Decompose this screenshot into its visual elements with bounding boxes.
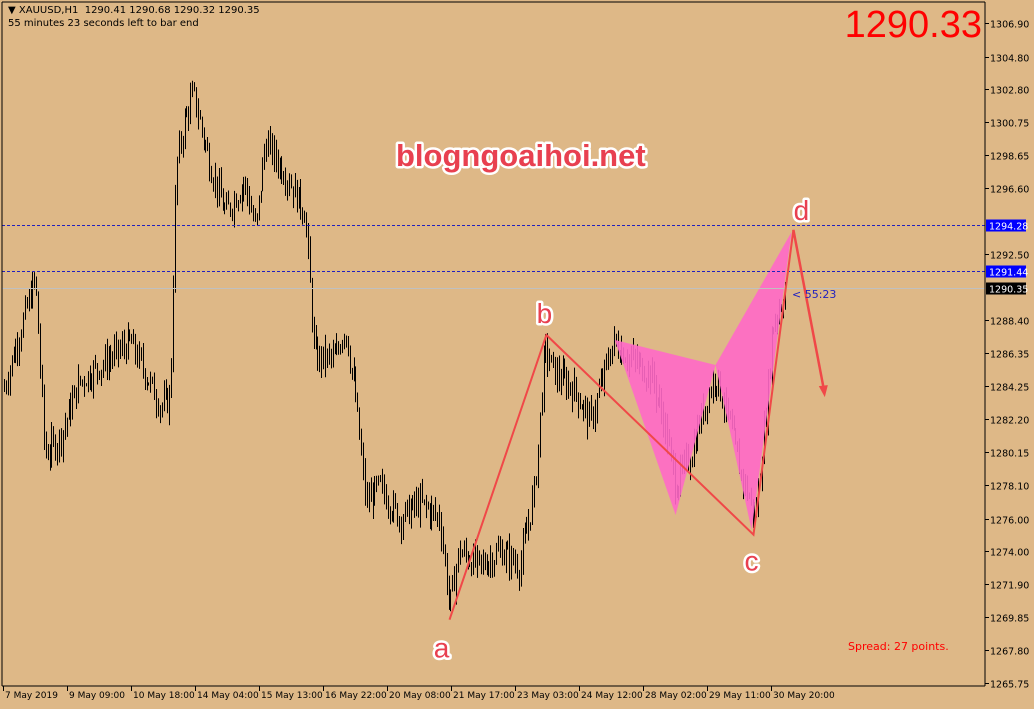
time-tick-label: 7 May 2019	[5, 691, 58, 701]
price-tick-label: 1286.35	[990, 350, 1029, 361]
price-tick-label: 1274.00	[990, 548, 1029, 559]
wave-label-b: b	[537, 298, 553, 329]
watermark: blogngoaihoi.net	[396, 138, 646, 173]
harmonic-pattern[interactable]	[614, 232, 792, 530]
time-tick-label: 30 May 20:00	[773, 691, 835, 701]
current-price-display: 1290.33	[844, 4, 982, 46]
wave-label-d: d	[794, 195, 810, 226]
price-tick-label: 1278.10	[990, 482, 1029, 493]
bar-timer: < 55:23	[792, 288, 837, 301]
price-tick-label: 1271.90	[990, 581, 1029, 592]
abcd-wave[interactable]: a b c d	[431, 192, 828, 666]
level-label: 1291.44	[989, 268, 1028, 279]
price-tick-label: 1280.15	[990, 449, 1029, 460]
price-tick-label: 1302.80	[990, 86, 1029, 97]
time-tick-label: 20 May 08:00	[389, 691, 451, 701]
wave-label-c: c	[745, 546, 759, 577]
level-label: 1294.28	[989, 222, 1028, 233]
abcd-lines[interactable]	[448, 229, 795, 621]
dropdown-triangle-icon[interactable]: ▼	[8, 5, 16, 16]
price-levels[interactable]	[2, 225, 985, 289]
time-tick-label: 24 May 12:00	[581, 691, 643, 701]
symbol-label: XAUUSD,H1	[18, 5, 79, 16]
time-tick-label: 10 May 18:00	[133, 691, 195, 701]
time-tick-label: 29 May 11:00	[709, 691, 771, 701]
price-tick-label: 1284.25	[990, 383, 1029, 394]
pattern-triangle-xab[interactable]	[614, 339, 716, 515]
time-tick-label: 16 May 22:00	[325, 691, 387, 701]
spread-label: Spread: 27 points.	[848, 640, 949, 653]
price-tick-label: 1288.40	[990, 317, 1029, 328]
pattern-triangle-bcd[interactable]	[715, 232, 792, 530]
price-tick-label: 1304.80	[990, 54, 1029, 65]
price-tick-label: 1298.65	[990, 152, 1029, 163]
projection-arrow[interactable]	[792, 229, 826, 390]
price-tick-label: 1292.50	[990, 251, 1029, 262]
price-tick-label: 1296.60	[990, 185, 1029, 196]
time-tick-label: 14 May 04:00	[197, 691, 259, 701]
level-label: 1290.35	[989, 285, 1028, 296]
price-tick-label: 1267.80	[990, 647, 1029, 658]
time-tick-label: 23 May 03:00	[517, 691, 579, 701]
arrow-head-icon	[818, 385, 828, 398]
price-tick-label: 1276.00	[990, 516, 1029, 527]
price-tick-label: 1300.75	[990, 119, 1029, 130]
ohlc-bars	[4, 80, 786, 612]
price-axis[interactable]: 1306.90 1304.80 1302.80 1300.75 1298.65 1296.…	[985, 20, 1029, 691]
bar-countdown: 55 minutes 23 seconds left to bar end	[8, 18, 199, 29]
time-axis[interactable]: 7 May 2019 9 May 09:00 10 May 18:00 14 May …	[3, 686, 835, 701]
level-label-bg	[986, 265, 1026, 278]
chart-header: ▼ XAUUSD,H1 1290.41 1290.68 1290.32 1290…	[8, 5, 260, 16]
time-tick-label: 9 May 09:00	[69, 691, 125, 701]
ohlc-values: 1290.41 1290.68 1290.32 1290.35	[84, 5, 260, 16]
time-tick-label: 28 May 02:00	[645, 691, 707, 701]
price-tick-label: 1306.90	[990, 20, 1029, 31]
level-label-bg	[986, 219, 1026, 232]
level-axis-labels: 1294.28 1291.44 1290.35	[986, 219, 1028, 296]
price-tick-label: 1282.20	[990, 416, 1029, 427]
time-tick-label: 21 May 17:00	[453, 691, 515, 701]
wave-label-a: a	[434, 633, 450, 664]
time-tick-label: 15 May 13:00	[261, 691, 323, 701]
bid-label-bg	[986, 282, 1026, 295]
price-tick-label: 1269.85	[990, 614, 1029, 625]
price-tick-label: 1265.75	[990, 680, 1029, 691]
